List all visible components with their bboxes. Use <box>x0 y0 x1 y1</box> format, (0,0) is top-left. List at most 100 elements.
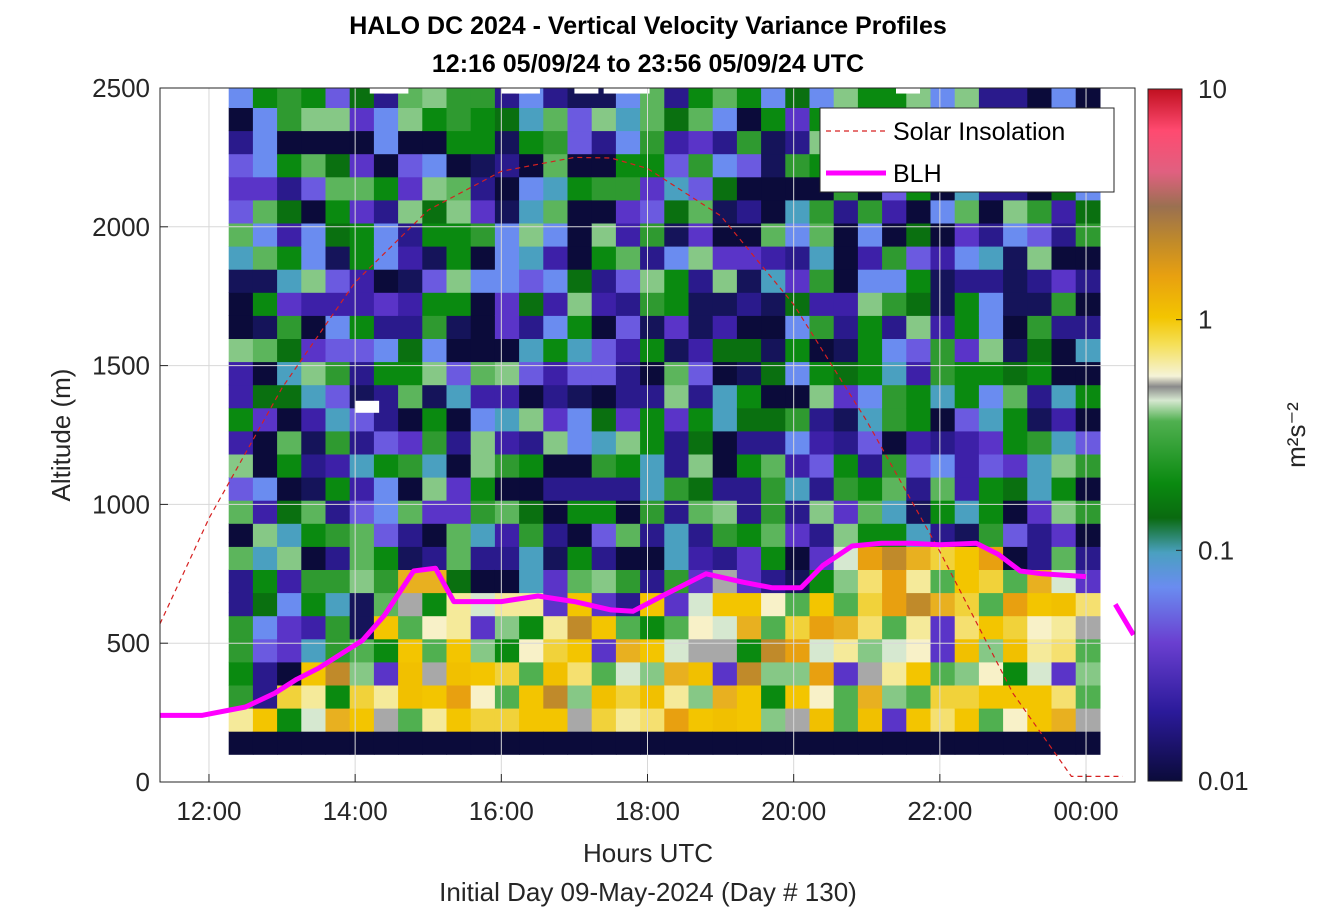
heatmap-cell <box>591 546 617 570</box>
heatmap-cell <box>664 222 690 247</box>
heatmap-cell <box>277 569 302 594</box>
heatmap-missing-cell <box>896 88 921 94</box>
heatmap-cell <box>373 731 399 755</box>
heatmap-cell <box>301 176 327 201</box>
heatmap-cell <box>1003 592 1028 617</box>
heatmap-cell <box>712 292 738 316</box>
heatmap-cell <box>252 523 278 547</box>
heatmap-cell <box>349 708 375 732</box>
heatmap-cell <box>809 638 835 663</box>
heatmap-cell <box>373 107 399 132</box>
heatmap-cell <box>470 107 496 132</box>
heatmap-cell <box>785 546 811 570</box>
heatmap-cell <box>373 222 399 247</box>
heatmap-cell <box>301 569 327 594</box>
heatmap-cell <box>736 731 762 755</box>
heatmap-cell <box>398 176 423 201</box>
heatmap-cell <box>1051 731 1077 755</box>
heatmap-cell <box>228 430 254 455</box>
heatmap-cell <box>1051 684 1077 709</box>
heatmap-cell <box>228 384 254 409</box>
heatmap-cell <box>857 361 883 386</box>
heatmap-cell <box>519 453 544 478</box>
heatmap-cell <box>1027 477 1053 501</box>
heatmap-cell <box>712 731 738 755</box>
heatmap-missing-cell <box>515 88 540 94</box>
heatmap-cell <box>543 176 569 201</box>
colorbar-tick-label: 10 <box>1198 74 1227 104</box>
heatmap-cell <box>736 708 762 732</box>
heatmap-cell <box>494 523 520 547</box>
heatmap-cell <box>761 107 786 132</box>
heatmap-cell <box>664 407 690 432</box>
heatmap-cell <box>1075 708 1101 732</box>
heatmap-cell <box>446 569 472 594</box>
heatmap-cell <box>422 477 448 501</box>
heatmap-cell <box>785 338 811 363</box>
heatmap-cell <box>785 407 811 432</box>
heatmap-cell <box>398 338 423 363</box>
heatmap-cell <box>664 269 690 293</box>
heatmap-cell <box>519 176 544 201</box>
heatmap-cell <box>398 246 423 270</box>
heatmap-cell <box>615 615 641 640</box>
heatmap-missing-cell <box>355 400 380 413</box>
heatmap-cell <box>664 176 690 201</box>
heatmap-cell <box>252 430 278 455</box>
heatmap-cell <box>761 407 786 432</box>
heatmap-cell <box>785 523 811 547</box>
heatmap-cell <box>228 661 254 686</box>
heatmap-cell <box>833 615 859 640</box>
heatmap-cell <box>252 292 278 316</box>
heatmap-cell <box>446 430 472 455</box>
heatmap-cell <box>519 384 544 409</box>
heatmap-cell <box>930 638 956 663</box>
heatmap-cell <box>228 222 254 247</box>
heatmap-cell <box>422 523 448 547</box>
heatmap-cell <box>664 684 690 709</box>
heatmap-cell <box>325 153 351 178</box>
heatmap-cell <box>301 88 327 108</box>
x-tick-label: 18:00 <box>615 796 680 826</box>
heatmap-cell <box>688 107 714 132</box>
heatmap-cell <box>398 477 423 501</box>
heatmap-cell <box>664 477 690 501</box>
heatmap-cell <box>857 222 883 247</box>
heatmap-cell <box>398 430 423 455</box>
heatmap-cell <box>930 315 956 339</box>
heatmap-cell <box>398 153 423 178</box>
legend-label-solar: Solar Insolation <box>893 118 1065 146</box>
heatmap-cell <box>301 269 327 293</box>
heatmap-cell <box>591 453 617 478</box>
heatmap-cell <box>422 615 448 640</box>
heatmap-cell <box>712 153 738 178</box>
heatmap-cell <box>712 477 738 501</box>
heatmap-cell <box>833 731 859 755</box>
heatmap-cell <box>882 684 907 709</box>
heatmap-cell <box>785 107 811 132</box>
heatmap-cell <box>761 361 786 386</box>
x-tick-label: 00:00 <box>1053 796 1118 826</box>
heatmap-cell <box>228 731 254 755</box>
heatmap-cell <box>325 523 351 547</box>
heatmap-cell <box>519 199 544 224</box>
heatmap-cell <box>470 708 496 732</box>
heatmap-cell <box>349 407 375 432</box>
heatmap-cell <box>688 708 714 732</box>
heatmap-cell <box>325 453 351 478</box>
heatmap-cell <box>325 731 351 755</box>
heatmap-cell <box>422 661 448 686</box>
heatmap-cell <box>398 130 423 155</box>
heatmap-cell <box>373 315 399 339</box>
heatmap-cell <box>833 661 859 686</box>
heatmap-cell <box>761 176 786 201</box>
heatmap-cell <box>857 523 883 547</box>
heatmap-cell <box>785 500 811 524</box>
heatmap-missing-cell <box>574 88 599 94</box>
heatmap-cell <box>567 107 593 132</box>
heatmap-cell <box>301 592 327 617</box>
heatmap-cell <box>954 731 980 755</box>
heatmap-cell <box>252 246 278 270</box>
heatmap-cell <box>519 361 544 386</box>
heatmap-cell <box>640 708 665 732</box>
